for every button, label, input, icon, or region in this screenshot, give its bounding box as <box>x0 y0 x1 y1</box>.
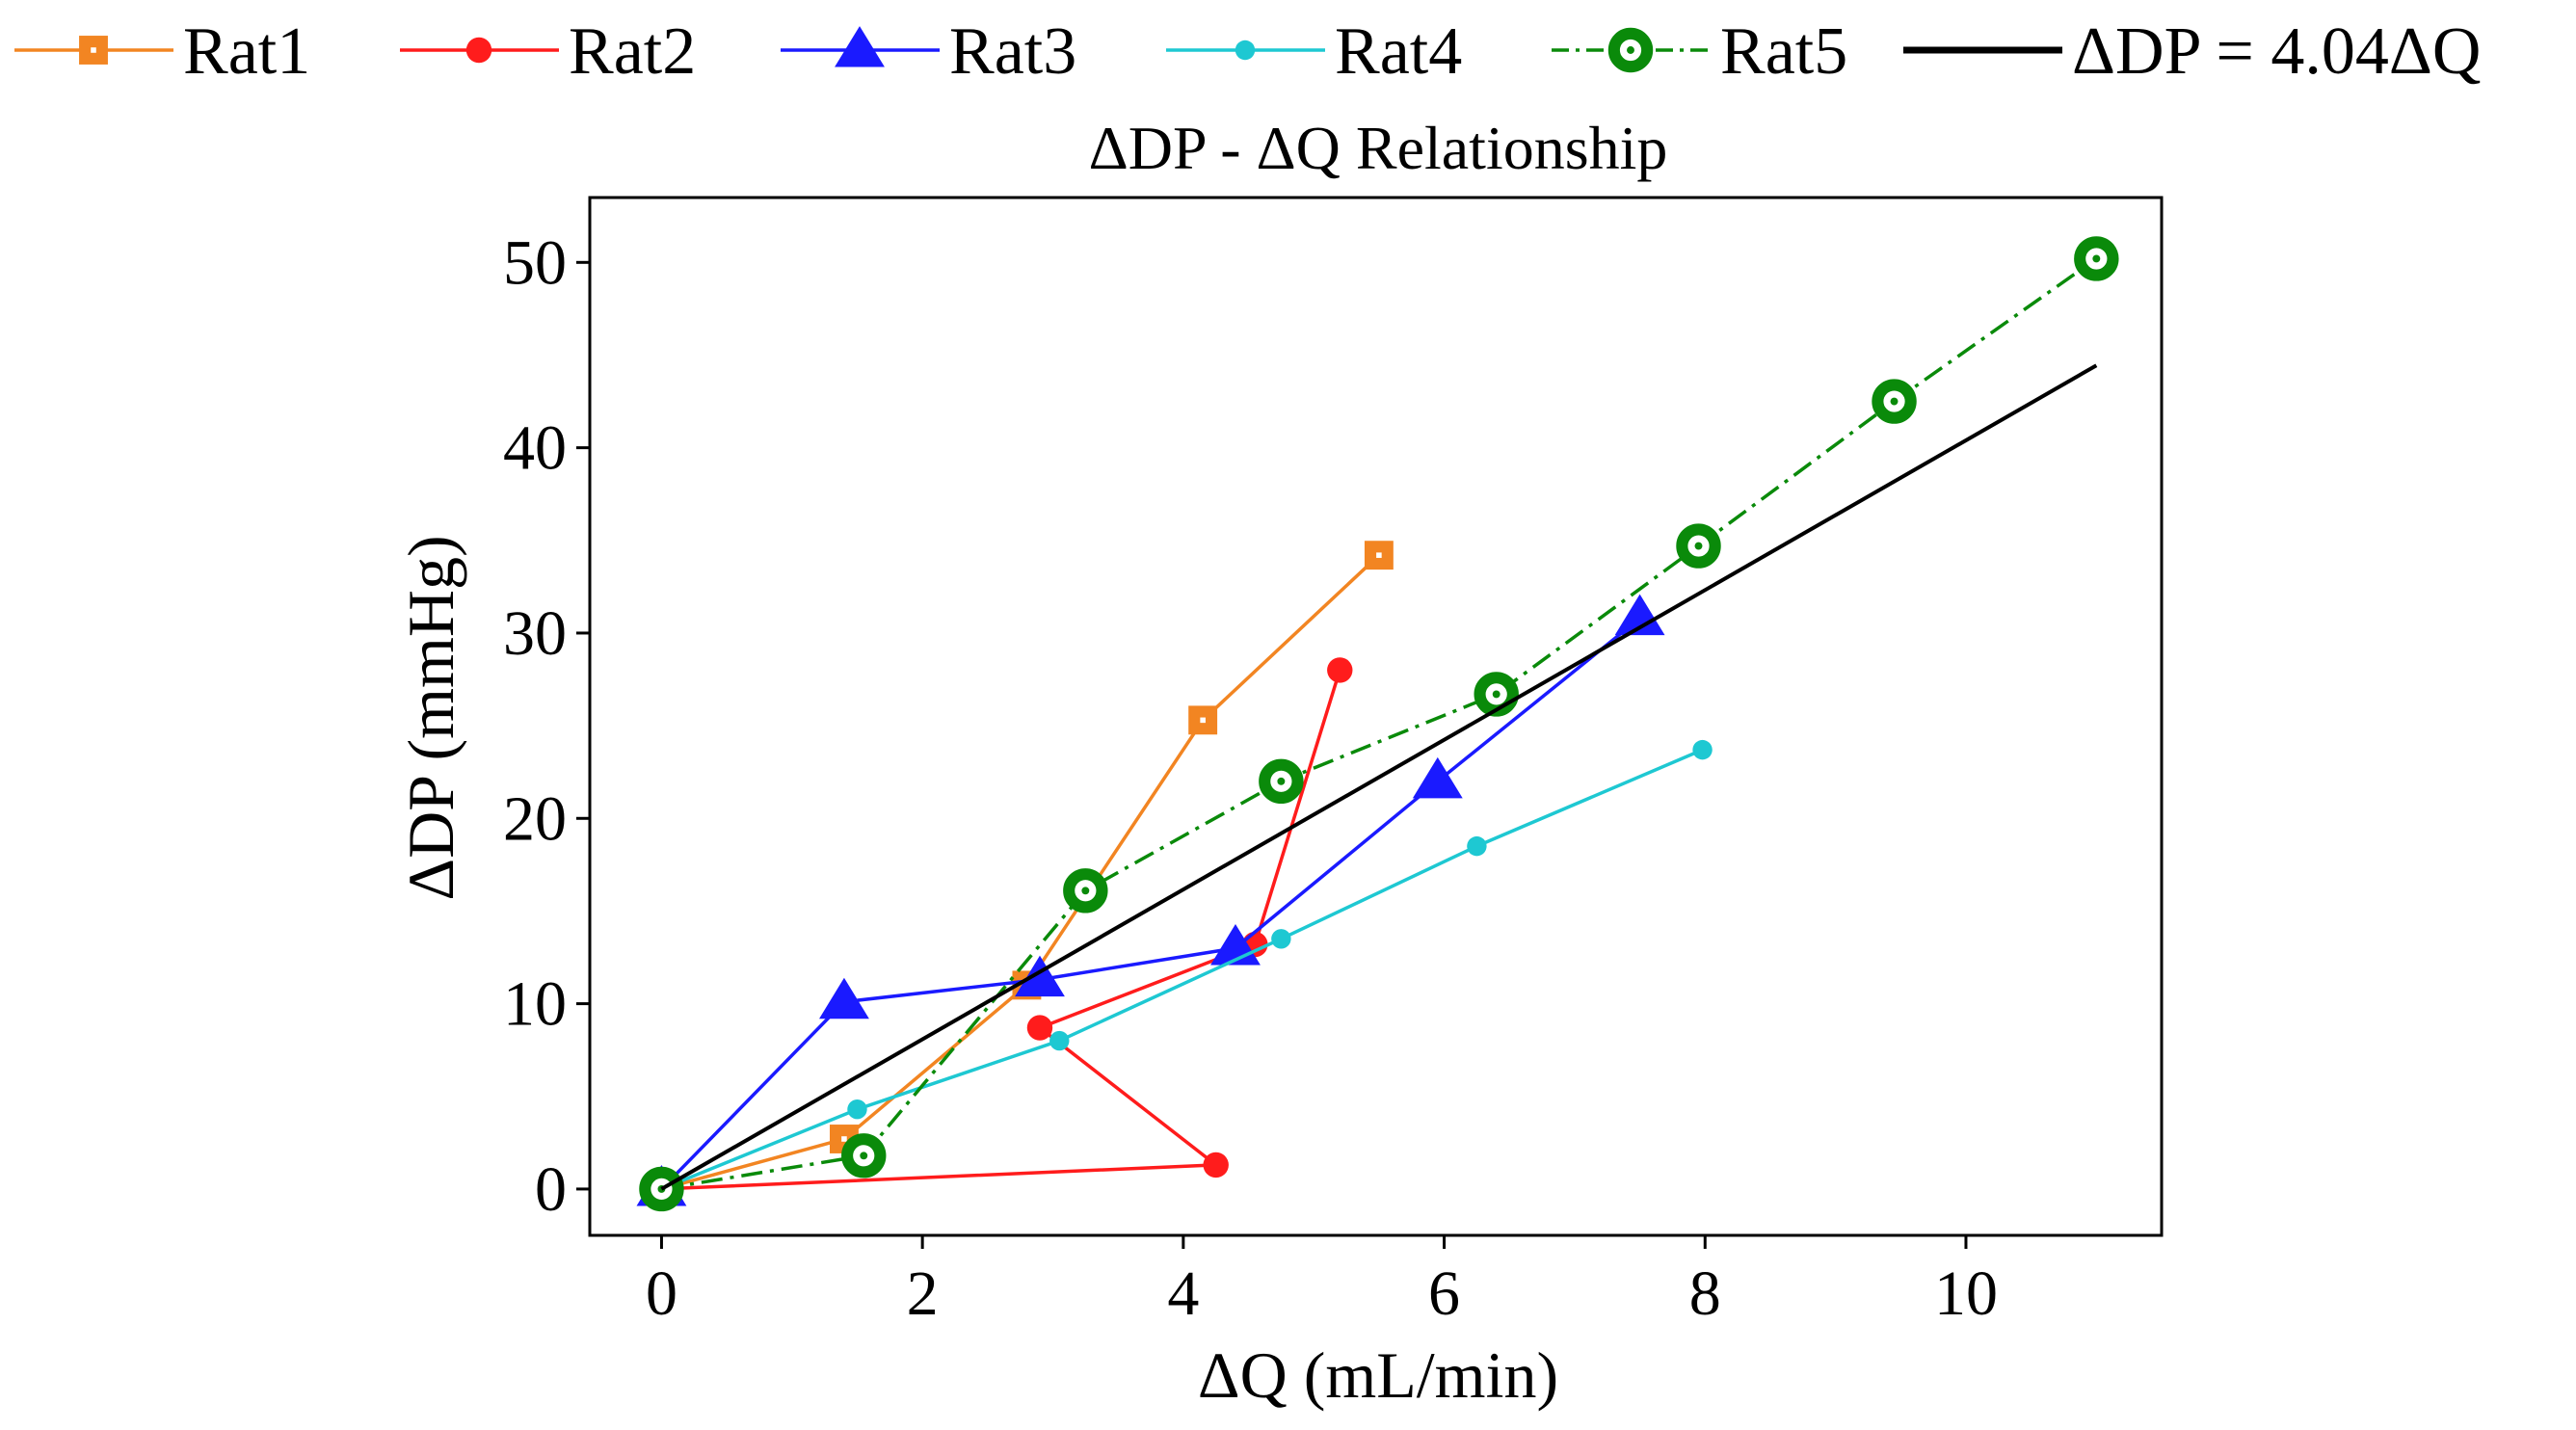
data-point <box>1412 756 1463 799</box>
data-point <box>819 977 869 1020</box>
data-point-center <box>1200 717 1206 724</box>
data-point <box>1203 1152 1229 1178</box>
series-line <box>661 257 2098 1191</box>
x-tick-label: 4 <box>1167 1258 1199 1329</box>
legend-marker <box>835 26 885 67</box>
data-point <box>1026 1015 1053 1041</box>
legend-entry-rat5: Rat5 <box>1552 14 1847 89</box>
data-point-center <box>841 1136 847 1142</box>
axes-frame <box>588 196 2164 1237</box>
x-axis-label: ΔQ (mL/min) <box>1198 1338 1558 1412</box>
series-line <box>660 748 1704 1191</box>
plot-area: 0 2 4 6 8 10 0 10 20 30 40 50 <box>503 196 2164 1329</box>
series-rat4 <box>651 739 1713 1200</box>
x-tick-label: 2 <box>907 1258 939 1329</box>
data-point <box>847 1099 867 1120</box>
data-point-center <box>1890 397 1899 406</box>
legend-label: Rat4 <box>1335 14 1462 89</box>
data-point-center <box>1492 690 1500 699</box>
legend-marker <box>465 37 492 64</box>
legend-marker-center <box>1627 46 1634 54</box>
legend-entry--dp-4-04-q: ΔDP = 4.04ΔQ <box>1903 14 2481 89</box>
data-point <box>1271 929 1291 949</box>
legend-entry-rat1: Rat1 <box>14 14 310 89</box>
data-point-center <box>1694 542 1703 550</box>
x-tick-label: 0 <box>646 1258 677 1329</box>
legend-label: Rat5 <box>1720 14 1847 89</box>
data-point-center <box>1081 887 1090 895</box>
series-rat1 <box>647 541 1394 1204</box>
data-point <box>1692 739 1713 760</box>
legend-marker <box>1235 40 1256 61</box>
legend-label: ΔDP = 4.04ΔQ <box>2072 14 2481 89</box>
legend-label: Rat1 <box>183 14 310 89</box>
data-point-center <box>1277 777 1286 785</box>
y-tick-label: 10 <box>503 969 567 1040</box>
data-point-center <box>2092 254 2101 263</box>
legend: Rat1 Rat2 Rat3 Rat4 Rat5 ΔDP = 4.04ΔQ <box>14 14 2481 89</box>
legend-marker-center <box>91 47 96 53</box>
y-axis-label: ΔDP (mmHg) <box>394 535 467 900</box>
legend-entry-rat4: Rat4 <box>1166 14 1462 89</box>
chart-title: ΔDP - ΔQ Relationship <box>1089 114 1668 182</box>
x-tick-label: 10 <box>1934 1258 1998 1329</box>
series-line <box>660 617 1641 1191</box>
legend-entry-rat3: Rat3 <box>781 14 1076 89</box>
legend-label: Rat3 <box>949 14 1076 89</box>
y-tick-label: 20 <box>503 783 567 854</box>
data-point-center <box>860 1152 868 1160</box>
y-tick-label: 40 <box>503 413 567 484</box>
series-rat5 <box>639 236 2119 1212</box>
series--dp-4-04-q <box>660 363 2098 1191</box>
legend-label: Rat2 <box>569 14 696 89</box>
data-point <box>1614 594 1665 636</box>
data-point <box>1467 835 1487 857</box>
x-tick-label: 8 <box>1689 1258 1721 1329</box>
series-line <box>660 363 2098 1191</box>
y-tick-label: 50 <box>503 227 567 298</box>
data-point <box>1049 1030 1070 1051</box>
y-tick-label: 0 <box>535 1154 567 1225</box>
series-line <box>660 553 1381 1191</box>
series-rat2 <box>649 657 1353 1203</box>
data-point-center <box>1376 552 1382 558</box>
x-tick-label: 6 <box>1428 1258 1460 1329</box>
data-point <box>1327 657 1353 683</box>
legend-entry-rat2: Rat2 <box>400 14 696 89</box>
y-tick-label: 30 <box>503 598 567 669</box>
